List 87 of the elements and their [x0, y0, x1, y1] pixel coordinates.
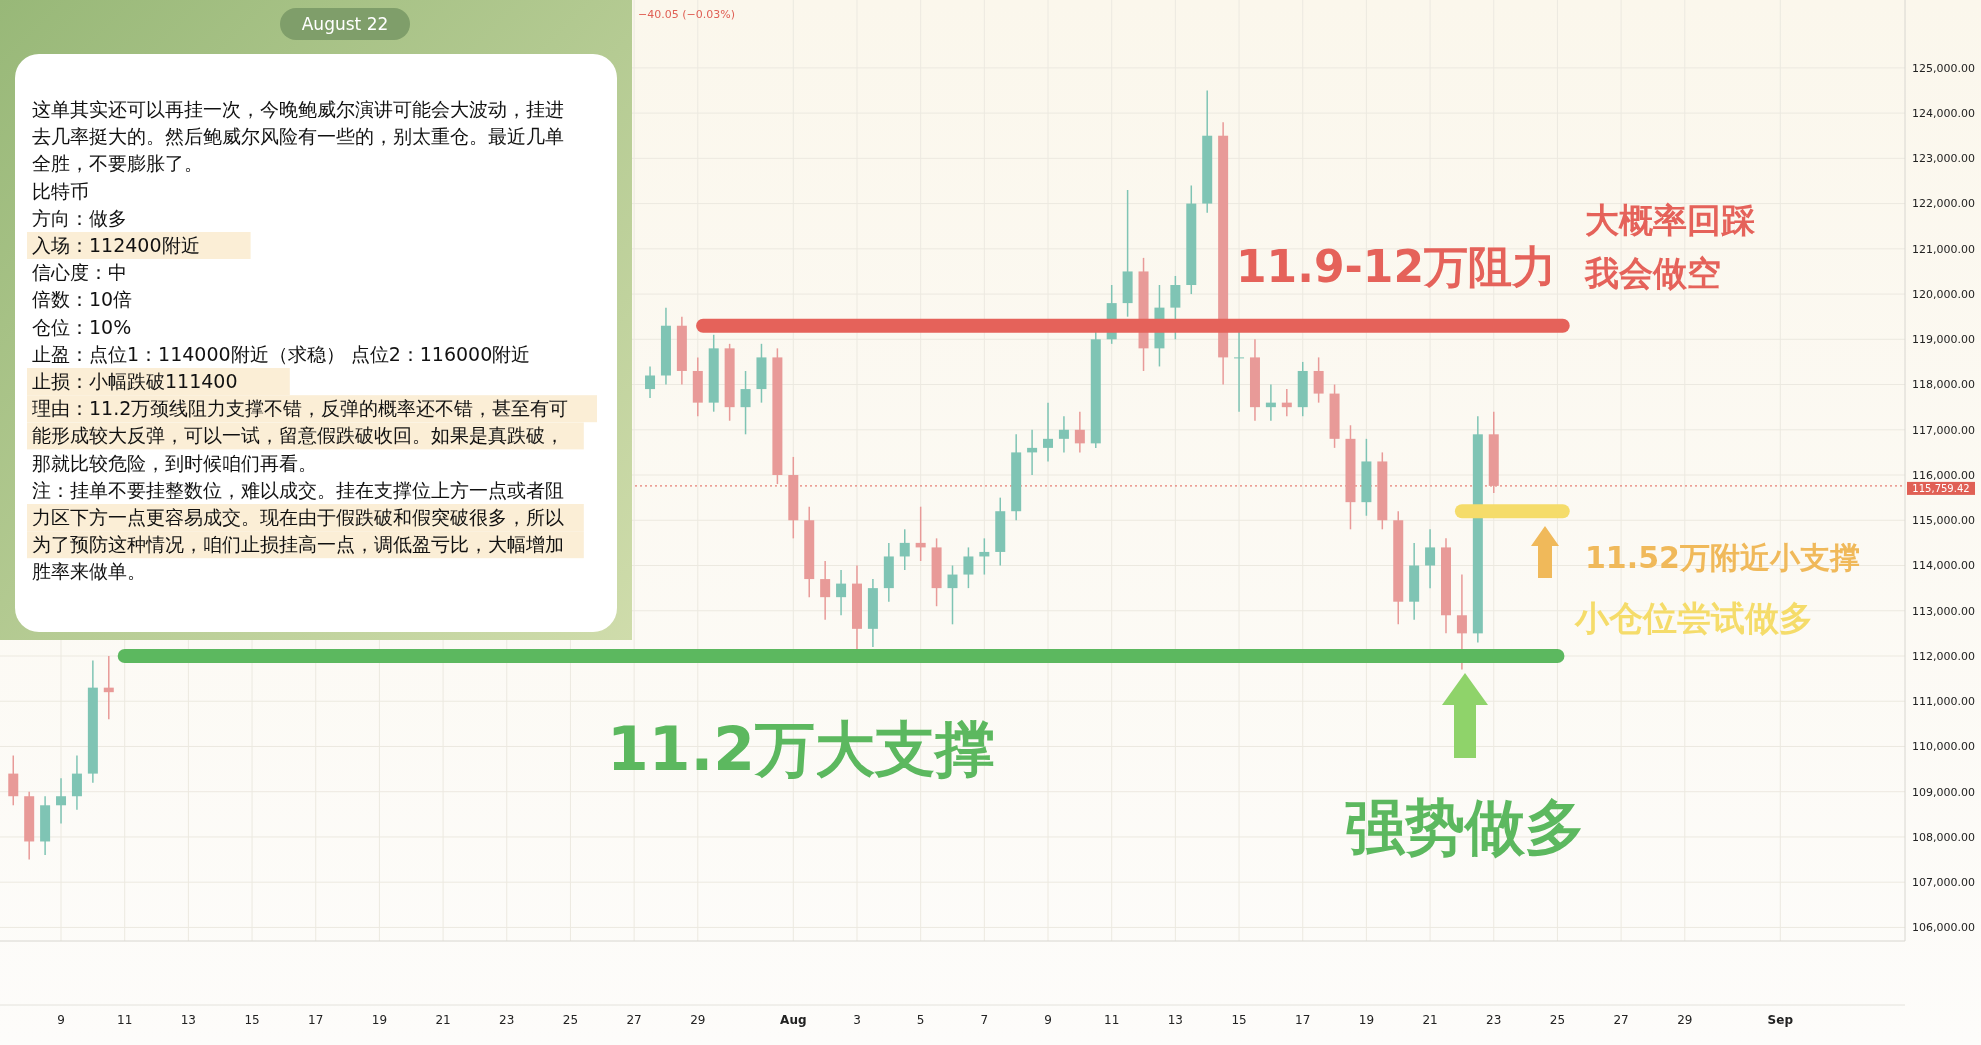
x-tick-label: 11 [1104, 1013, 1120, 1027]
x-tick-label: 23 [499, 1013, 515, 1027]
annotation: 胜率来做单。 [32, 560, 146, 583]
y-tick-label: 117,000.00 [1912, 423, 1975, 437]
annotation: 比特币 [32, 179, 89, 202]
x-tick-label: 21 [435, 1013, 451, 1027]
annotation: August 22 [301, 13, 389, 34]
x-tick-label: 11 [117, 1013, 133, 1027]
y-tick-label: 109,000.00 [1912, 785, 1975, 799]
annotation: 止盈：点位1：114000附近（求稳） 点位2：116000附近 [32, 342, 531, 365]
x-tick-label: 27 [1613, 1013, 1629, 1027]
y-tick-label: 107,000.00 [1912, 876, 1975, 890]
y-tick-label: 121,000.00 [1912, 242, 1975, 256]
y-tick-label: 120,000.00 [1912, 287, 1975, 301]
annotation: 止损：小幅跌破111400 [32, 370, 238, 392]
y-tick-label: 114,000.00 [1912, 559, 1975, 573]
x-tick-label: 13 [180, 1013, 197, 1027]
annotation: 11.2万大支撑 [607, 714, 996, 784]
annotation: 那就比较危险，到时候咱们再看。 [32, 451, 317, 474]
x-tick-label: 25 [562, 1013, 579, 1027]
y-tick-label: 119,000.00 [1912, 333, 1975, 347]
candlestick [645, 365, 656, 399]
x-tick-label: Sep [1767, 1013, 1794, 1027]
x-tick-label: 29 [690, 1013, 706, 1027]
x-tick-label: 15 [1231, 1013, 1247, 1027]
y-tick-label: 108,000.00 [1912, 830, 1975, 844]
annotation: 仓位：10% [32, 315, 132, 338]
y-tick-label: 110,000.00 [1912, 740, 1975, 754]
y-tick-label: 115,000.00 [1912, 514, 1975, 528]
x-tick-label: 17 [1295, 1013, 1311, 1027]
candlestick [1425, 528, 1436, 589]
annotation: 力区下方一点更容易成交。现在由于假跌破和假突破很多，所以 [32, 506, 564, 528]
annotation: 强势做多 [1345, 792, 1585, 862]
candlestick [1058, 415, 1069, 454]
y-tick-label: 106,000.00 [1912, 921, 1975, 935]
x-tick-label: 13 [1167, 1013, 1184, 1027]
y-tick-label: 118,000.00 [1912, 378, 1975, 392]
candlestick [820, 560, 831, 621]
x-tick-label: 19 [371, 1013, 388, 1027]
candlestick [947, 564, 958, 626]
y-tick-label: 111,000.00 [1912, 695, 1975, 709]
x-tick-label: 19 [1358, 1013, 1375, 1027]
x-tick-label: 9 [57, 1013, 65, 1027]
y-tick-label: 124,000.00 [1912, 106, 1975, 120]
candlestick [1074, 410, 1085, 454]
annotation: 11.9-12万阻力 [1236, 241, 1557, 292]
annotation: 小仓位尝试做多 [1574, 598, 1813, 638]
annotation: 大概率回踩 [1585, 200, 1756, 240]
y-tick-label: 112,000.00 [1912, 649, 1975, 663]
annotation: 能形成较大反弹，可以一试，留意假跌破收回。如果是真跌破， [32, 424, 564, 447]
x-tick-label: 15 [244, 1013, 260, 1027]
x-tick-label: 5 [916, 1013, 925, 1027]
y-tick-label: 125,000.00 [1912, 61, 1975, 75]
annotation: 这单其实还可以再挂一次，今晚鲍威尔演讲可能会大波动，挂进 [32, 98, 564, 120]
candlestick [740, 370, 751, 436]
ref-line-label: 115,759.42 [1912, 482, 1970, 494]
x-tick-label: 27 [626, 1013, 642, 1027]
candlestick [1313, 356, 1324, 404]
x-tick-label: 17 [308, 1013, 324, 1027]
candlestick [836, 569, 847, 617]
annotation: 注：挂单不要挂整数位，难以成交。挂在支撑位上方一点或者阻 [32, 478, 564, 501]
annotation: 11.52万附近小支撑 [1585, 540, 1860, 575]
x-tick-label: 7 [980, 1013, 989, 1027]
y-tick-label: 123,000.00 [1912, 152, 1975, 166]
annotation: 方向：做多 [32, 206, 127, 229]
x-tick-label: 21 [1422, 1013, 1438, 1027]
x-tick-label: Aug [780, 1013, 807, 1027]
annotation: 理由：11.2万颈线阻力支撑不错，反弹的概率还不错，甚至有可 [32, 397, 569, 420]
y-tick-label: 113,000.00 [1912, 604, 1975, 618]
candlestick [963, 546, 974, 589]
x-tick-label: 25 [1549, 1013, 1566, 1027]
annotation: 入场：112400附近 [32, 234, 200, 256]
annotation: 我会做空 [1584, 253, 1721, 293]
candlestick [1043, 401, 1054, 463]
x-tick-label: 9 [1044, 1013, 1052, 1027]
candlestick [899, 528, 910, 571]
y-tick-label: 122,000.00 [1912, 197, 1975, 211]
annotation: 倍数：10倍 [32, 288, 133, 311]
annotation: 全胜，不要膨胀了。 [32, 152, 203, 175]
annotation: 去几率挺大的。然后鲍威尔风险有一些的，别太重仓。最近几单 [32, 125, 564, 148]
x-tick-label: 3 [853, 1013, 861, 1027]
x-tick-label: 23 [1486, 1013, 1502, 1027]
y-tick-label: 116,000.00 [1912, 468, 1975, 482]
annotation: 为了预防这种情况，咱们止损挂高一点，调低盈亏比，大幅增加 [32, 533, 564, 556]
annotation: 信心度：中 [32, 261, 127, 284]
x-tick-label: 29 [1677, 1013, 1693, 1027]
annotation: −40.05 (−0.03%) [638, 8, 735, 21]
